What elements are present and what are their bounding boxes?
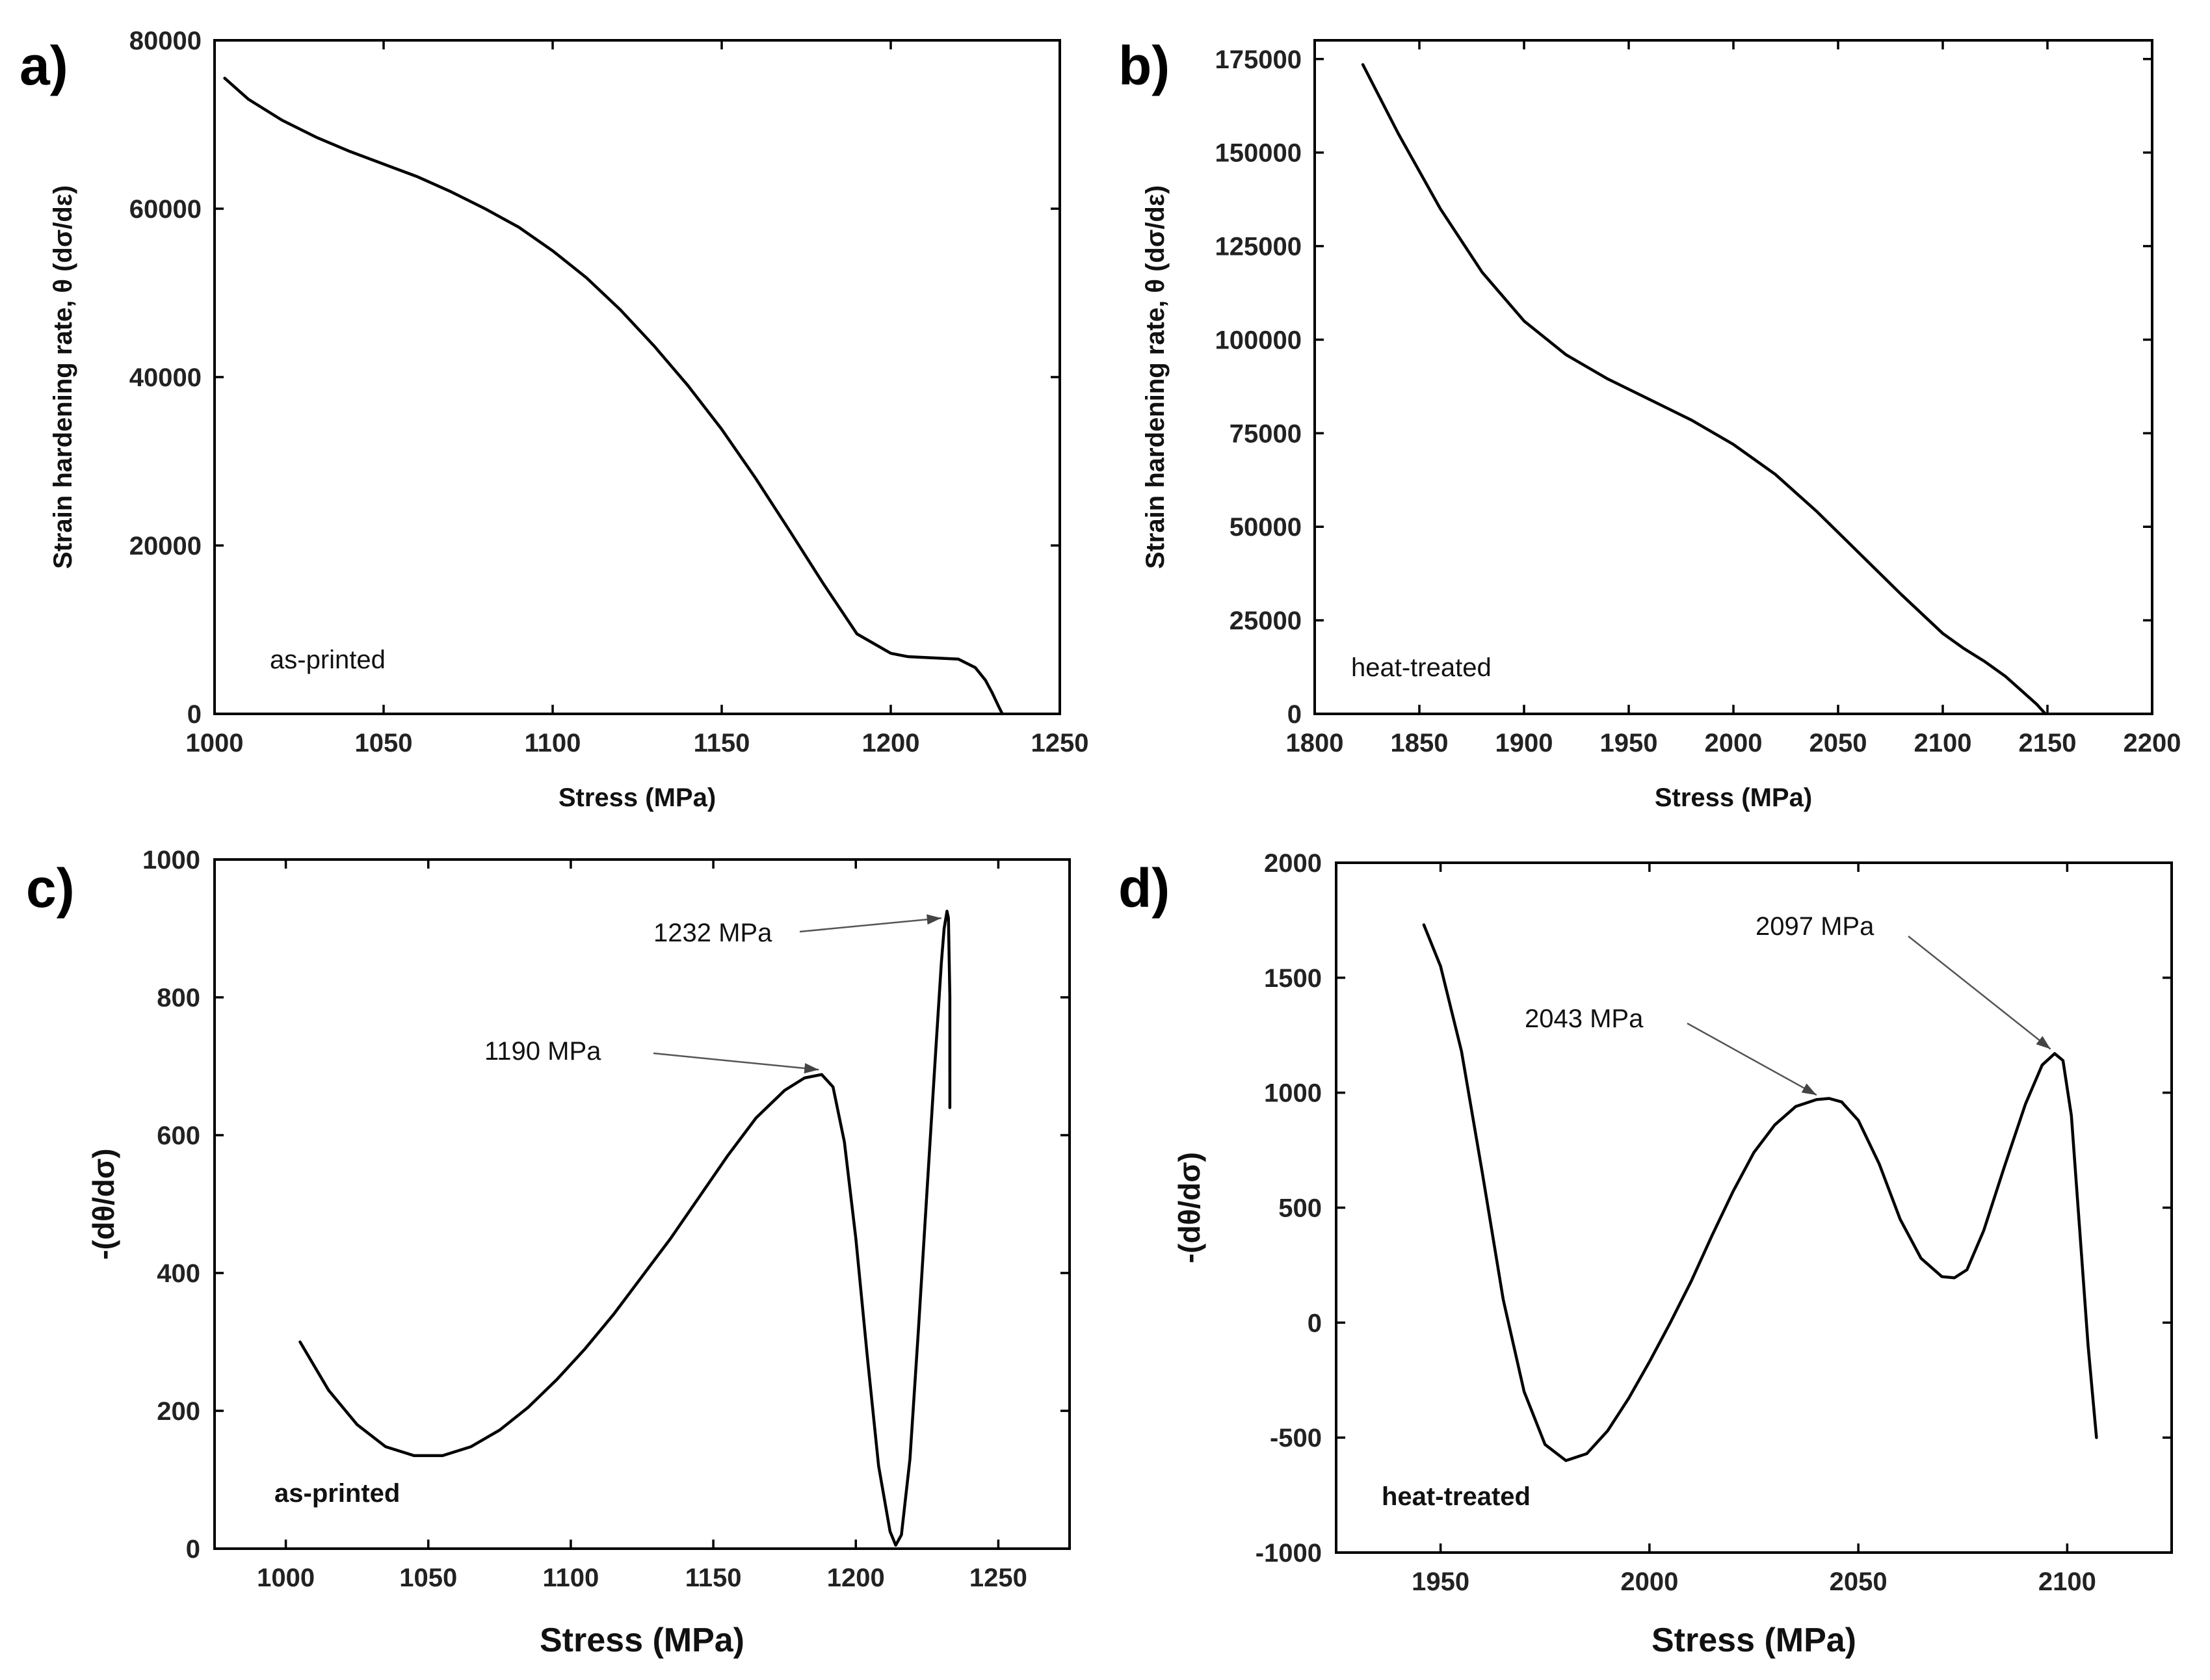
x-tick-label: 1200 [827,1564,885,1592]
y-tick-label: 100000 [1215,326,1302,354]
condition-label: as-printed [274,1479,400,1508]
x-tick-label: 1250 [969,1564,1027,1592]
condition-label: as-printed [270,646,386,674]
x-tick-label: 1000 [257,1564,315,1592]
x-tick-label: 1950 [1412,1568,1469,1596]
y-tick-label: 0 [1287,700,1302,729]
y-tick-label: 0 [187,700,202,729]
x-tick-label: 1100 [543,1564,599,1592]
panel-b: b) 1800 1850 1900 1950 2000 2050 2100 2150 2200 0 2… [1118,35,2181,812]
x-tick-label: 2000 [1620,1568,1678,1596]
y-tick-label: 500 [1278,1194,1322,1223]
y-tick-label: 600 [157,1122,200,1150]
y-tick-label: 40000 [129,363,202,392]
panel-a: a) 1000 1050 1100 1150 1200 1250 0 20000 40000 600… [20,27,1088,812]
y-tick-label: 1500 [1264,964,1322,993]
panel-letter: c) [26,858,75,919]
y-tick-label: 175000 [1215,46,1302,74]
plot-frame [1313,39,2153,715]
y-tick-label: 50000 [1230,513,1302,542]
x-axis-title: Stress (MPa) [1655,783,1812,812]
x-tick-label: 1050 [355,729,413,757]
series-line-heat-treated [1361,63,2047,716]
y-tick-label: -1000 [1256,1539,1322,1568]
peak-callout-label: 2097 MPa [1756,912,1875,941]
x-tick-label: 2200 [2124,729,2181,757]
x-axis-title: Stress (MPa) [540,1621,744,1659]
x-tick-label: 1150 [694,729,750,757]
x-axis-title: Stress (MPa) [1651,1621,1856,1659]
y-tick-label: 80000 [129,27,202,55]
y-tick-label: 800 [157,984,200,1012]
panel-letter: b) [1118,35,1170,96]
x-tick-label: 1900 [1495,729,1553,757]
x-tick-label: 1000 [186,729,244,757]
panel-letter: a) [20,35,68,96]
x-tick-label: 2000 [1705,729,1763,757]
y-tick-label: 0 [186,1535,200,1564]
y-tick-label: 75000 [1230,419,1302,448]
series-line-as-printed [298,910,952,1547]
x-tick-label: 2050 [1830,1568,1888,1596]
series-line-as-printed [223,77,1004,716]
y-axis-title: Strain hardening rate, θ (dσ/dε) [1141,185,1170,569]
x-tick-label: 1950 [1600,729,1658,757]
x-axis-title: Stress (MPa) [559,783,716,812]
panel-d: d) 1950 2000 2050 2100 -1000 -500 0 500 1000 1500 2… [1118,849,2173,1659]
y-tick-label: 125000 [1215,233,1302,261]
y-tick-label: 150000 [1215,139,1302,168]
peak-callout-label: 1190 MPa [484,1037,601,1066]
plot-frame [213,858,1071,1550]
y-tick-label: 400 [157,1259,200,1288]
panel-c: c) 1000 1050 1100 1150 1200 1250 0 200 400 600 800 1… [26,846,1071,1659]
callout-arrow [1908,936,2051,1050]
x-tick-label: 1800 [1286,729,1344,757]
x-tick-label: 1100 [525,729,581,757]
y-tick-label: 60000 [129,195,202,224]
callout-arrowhead [804,1063,819,1074]
x-tick-label: 1250 [1031,729,1089,757]
x-tick-label: 1200 [862,729,920,757]
x-tick-label: 2050 [1809,729,1867,757]
x-tick-label: 2100 [1914,729,1972,757]
x-tick-label: 2150 [2019,729,2077,757]
y-axis-title: -(dθ/dσ) [1172,1152,1206,1263]
x-tick-label: 2100 [2038,1568,2096,1596]
y-tick-label: 200 [157,1397,200,1426]
callout-arrow [799,917,941,933]
x-tick-label: 1150 [685,1564,742,1592]
y-tick-label: 2000 [1264,849,1322,878]
y-tick-label: -500 [1270,1424,1322,1452]
x-tick-label: 1050 [399,1564,457,1592]
x-tick-label: 1850 [1391,729,1449,757]
y-axis-title: -(dθ/dσ) [86,1148,120,1259]
y-tick-label: 25000 [1230,607,1302,635]
y-axis-title: Strain hardening rate, θ (dσ/dε) [49,185,77,569]
plot-frame [1335,861,2173,1554]
plot-frame [213,39,1061,715]
y-tick-label: 1000 [142,846,200,874]
peak-callout-label: 1232 MPa [653,919,772,947]
callout-arrowhead [927,914,941,925]
peak-callout-label: 2043 MPa [1525,1004,1644,1033]
y-tick-label: 20000 [129,532,202,560]
callout-arrow [1687,1022,1817,1096]
callout-arrowhead [1801,1083,1817,1096]
y-tick-label: 0 [1308,1309,1322,1337]
callout-arrow [653,1052,819,1071]
panel-letter: d) [1118,858,1170,919]
series-line-heat-treated [1422,923,2098,1462]
y-tick-label: 1000 [1264,1079,1322,1108]
condition-label: heat-treated [1382,1482,1531,1511]
callout-arrowhead [2036,1036,2051,1049]
condition-label: heat-treated [1351,653,1492,682]
